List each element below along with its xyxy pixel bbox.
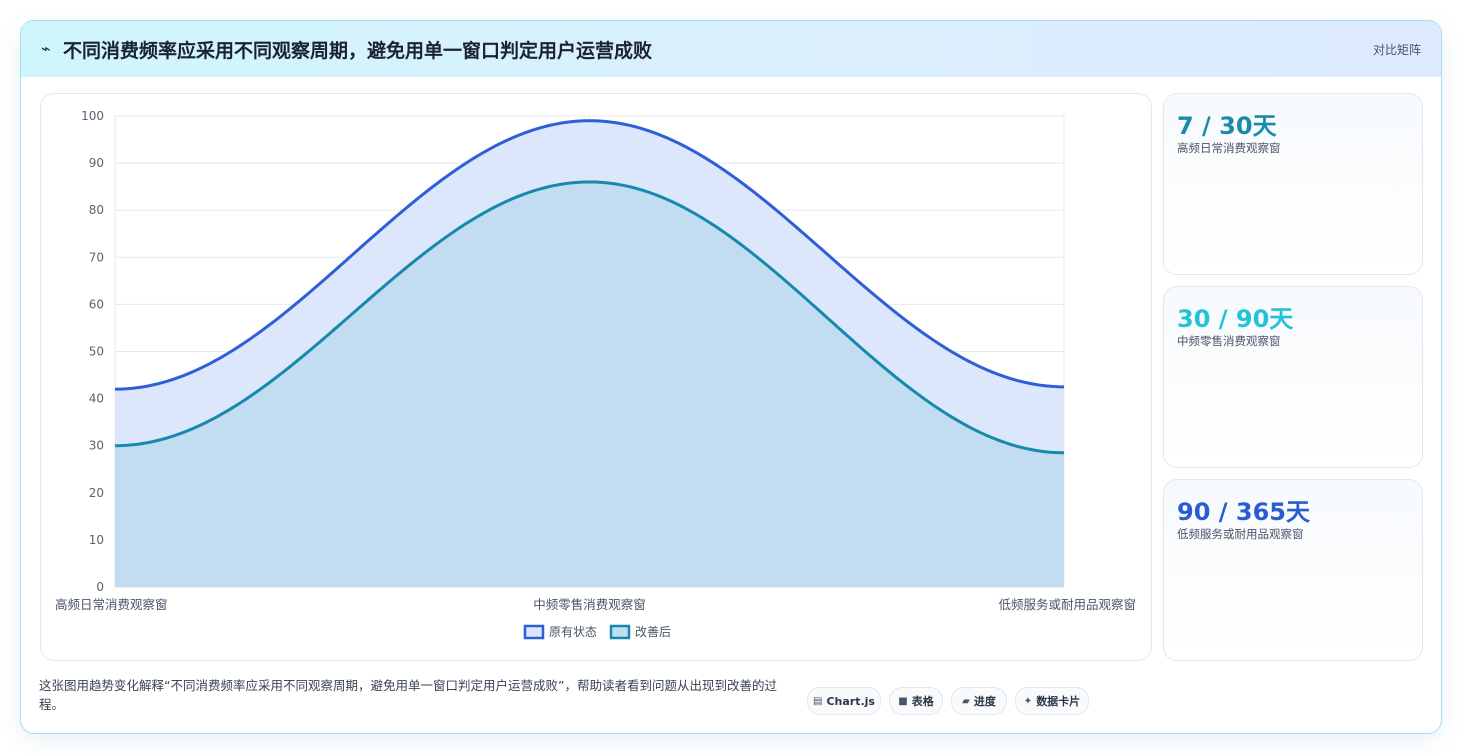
chart-panel: 0 10 20 30 40 50 60 70 80 90 100 高频日常消费观察窗 中频零售消费观察窗… xyxy=(40,93,1152,661)
x-category-label: 高频日常消费观察窗 xyxy=(55,597,168,612)
chart-description: 这张图用趋势变化解释“不同消费频率应采用不同观察周期，避免用单一窗口判定用户运营… xyxy=(39,678,777,712)
legend-label: 改善后 xyxy=(635,624,671,639)
tag-label: 进度 xyxy=(973,695,996,708)
y-tick-label: 30 xyxy=(89,439,104,453)
area-chart: 0 10 20 30 40 50 60 70 80 90 100 高频日常消费观察窗 中频零售消费观察窗… xyxy=(55,109,1136,640)
legend-swatch xyxy=(609,624,631,640)
page-title: 不同消费频率应采用不同观察周期，避免用单一窗口判定用户运营成败 xyxy=(63,40,653,62)
tag-label: 数据卡片 xyxy=(1036,695,1081,708)
series-area-1 xyxy=(115,181,1064,587)
progress-icon: ▰ xyxy=(962,695,970,707)
legend-label: 原有状态 xyxy=(549,625,597,639)
y-tick-label: 80 xyxy=(89,203,104,217)
y-tick-label: 0 xyxy=(96,580,104,594)
stat-card-mid-frequency: 30 / 90天 中频零售消费观察窗 xyxy=(1163,286,1423,468)
x-category-label: 低频服务或耐用品观察窗 xyxy=(998,597,1136,612)
y-tick-label: 40 xyxy=(89,392,104,406)
stat-desc: 中频零售消费观察窗 xyxy=(1177,334,1281,348)
y-tick-label: 50 xyxy=(89,345,104,359)
stat-value: 7 / 30天 xyxy=(1177,112,1277,140)
x-category-label: 中频零售消费观察窗 xyxy=(533,597,646,612)
y-tick-label: 60 xyxy=(89,297,104,311)
legend-swatch xyxy=(523,624,545,640)
stat-value: 90 / 365天 xyxy=(1177,498,1310,526)
stat-card-high-frequency: 7 / 30天 高频日常消费观察窗 xyxy=(1163,93,1423,275)
tag-progress[interactable]: ▰ 进度 xyxy=(951,687,1007,715)
y-tick-label: 20 xyxy=(89,486,104,500)
y-tick-label: 90 xyxy=(89,156,104,170)
stat-card-low-frequency: 90 / 365天 低频服务或耐用品观察窗 xyxy=(1163,479,1423,661)
series-line-1 xyxy=(114,180,1065,455)
stat-desc: 低频服务或耐用品观察窗 xyxy=(1177,527,1304,541)
y-tick-label: 100 xyxy=(81,109,104,123)
stat-desc: 高频日常消费观察窗 xyxy=(1177,141,1281,155)
comparison-matrix-label: 对比矩阵 xyxy=(1372,43,1421,57)
chart-icon: ▤ xyxy=(813,695,823,707)
card-header: ⌁ 不同消费频率应采用不同观察周期，避免用单一窗口判定用户运营成败 对比矩阵 xyxy=(21,21,1441,77)
sparkle-icon: ✦ xyxy=(1023,695,1033,707)
table-icon: ■ xyxy=(898,695,908,707)
y-tick-label: 70 xyxy=(89,250,104,264)
tag-label: 表格 xyxy=(911,695,934,708)
chart-trend-icon: ⌁ xyxy=(41,39,51,58)
stat-value: 30 / 90天 xyxy=(1177,305,1294,333)
tag-table[interactable]: ■ 表格 xyxy=(889,687,943,715)
tag-label: Chart.js xyxy=(826,694,875,708)
tag-chartjs[interactable]: ▤ Chart.js xyxy=(807,687,881,715)
series-line-0 xyxy=(114,119,1065,391)
tag-data-card[interactable]: ✦ 数据卡片 xyxy=(1015,687,1089,715)
report-card: ⌁ 不同消费频率应采用不同观察周期，避免用单一窗口判定用户运营成败 对比矩阵 0… xyxy=(20,20,1442,734)
y-tick-label: 10 xyxy=(89,533,104,547)
